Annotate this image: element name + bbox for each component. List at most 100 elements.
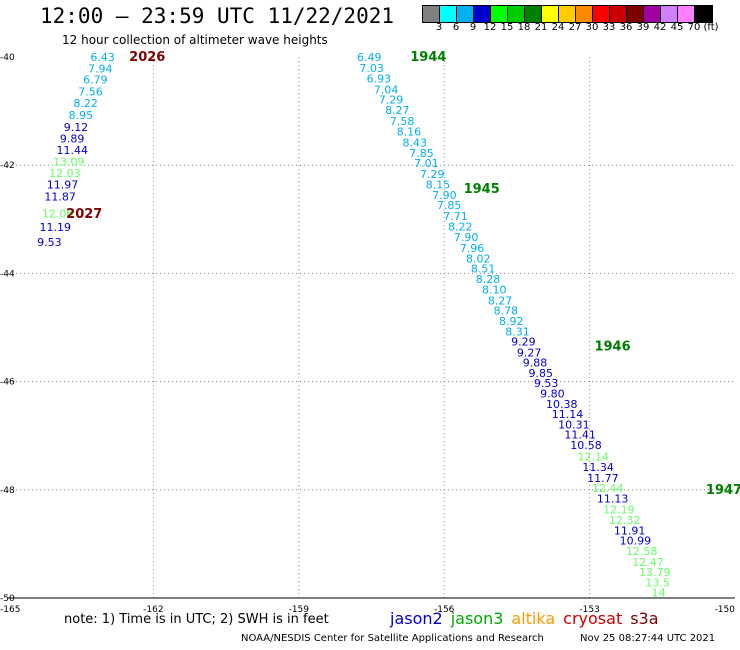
legend-label: 3 xyxy=(435,22,443,33)
legend-label: 70 xyxy=(687,22,701,33)
legend-swatch xyxy=(525,6,542,22)
satellite-legend-item: altika xyxy=(511,609,556,628)
legend-label: 36 xyxy=(619,22,633,33)
wave-height-value: 10.58 xyxy=(570,439,602,452)
wave-height-value: 8.27 xyxy=(385,104,410,117)
wave-height-value: 8.43 xyxy=(403,136,428,149)
time-label: 2026 xyxy=(129,50,165,65)
legend-swatch xyxy=(423,6,440,22)
wave-height-value: 9.27 xyxy=(517,346,542,359)
wave-height-value: 9.29 xyxy=(511,336,535,349)
legend-label: 18 xyxy=(517,22,531,33)
wave-height-value: 10.99 xyxy=(620,535,652,548)
wave-height-value: 9.53 xyxy=(534,377,559,390)
legend-swatch xyxy=(576,6,593,22)
wave-height-value: 11.87 xyxy=(44,191,76,204)
x-tick-label: -150 xyxy=(715,605,736,615)
legend-swatch xyxy=(440,6,457,22)
wave-height-value: 8.22 xyxy=(73,97,98,110)
wave-height-value: 11.13 xyxy=(597,492,629,505)
wave-height-value: 8.16 xyxy=(397,126,422,139)
wave-height-value: 13.5 xyxy=(645,576,670,589)
legend-label: 6 xyxy=(452,22,460,33)
legend-swatch xyxy=(661,6,678,22)
legend-label: (ft) xyxy=(703,22,719,33)
wave-height-value: 8.28 xyxy=(476,273,501,286)
wave-height-value: 9.88 xyxy=(523,357,548,370)
legend-label: 39 xyxy=(636,22,650,33)
wave-height-value: 7.94 xyxy=(88,62,113,75)
legend-label: 15 xyxy=(500,22,514,33)
wave-height-value: 6.79 xyxy=(83,74,108,87)
wave-height-value: 7.03 xyxy=(359,62,384,75)
wave-height-value: 9.53 xyxy=(37,236,62,249)
legend-swatch xyxy=(644,6,661,22)
time-label: 1946 xyxy=(594,339,630,354)
wave-height-value: 6.93 xyxy=(367,73,392,86)
time-label: 1945 xyxy=(464,182,500,197)
wave-height-value: 11.44 xyxy=(56,144,88,157)
wave-height-value: 11.97 xyxy=(47,179,78,192)
wave-height-value: 13.79 xyxy=(639,566,671,579)
legend-label: 45 xyxy=(670,22,684,33)
wave-height-value: 7.04 xyxy=(374,83,399,96)
wave-height-value: 11.34 xyxy=(582,461,614,474)
y-tick-label: -48 xyxy=(0,486,15,496)
y-tick-label: -46 xyxy=(0,378,15,388)
wave-height-value: 9.80 xyxy=(540,388,565,401)
wave-height-value: 12.47 xyxy=(632,556,664,569)
x-tick-label: -153 xyxy=(579,605,599,615)
legend-label: 42 xyxy=(653,22,667,33)
wave-height-value: 14 xyxy=(652,587,666,600)
wave-height-value: 8.15 xyxy=(426,179,451,192)
footer-credit: NOAA/NESDIS Center for Satellite Applica… xyxy=(241,633,544,644)
wave-height-value: 12.58 xyxy=(626,545,658,558)
y-tick-label: -50 xyxy=(0,594,15,604)
legend-label: 24 xyxy=(551,22,565,33)
legend-label: 30 xyxy=(585,22,599,33)
wave-height-value: 8.22 xyxy=(448,220,473,233)
wave-height-value: 11.19 xyxy=(40,221,72,234)
page-subtitle: 12 hour collection of altimeter wave hei… xyxy=(62,33,328,47)
x-tick-label: -159 xyxy=(289,605,310,615)
x-tick-label: -165 xyxy=(0,605,20,615)
page-title: 12:00 – 23:59 UTC 11/22/2021 xyxy=(40,4,395,28)
color-legend-bar xyxy=(422,5,713,23)
satellite-legend-item: jason3 xyxy=(450,609,504,628)
wave-height-value: 12.32 xyxy=(609,514,641,527)
y-tick-label: -40 xyxy=(0,53,15,63)
wave-height-value: 7.56 xyxy=(78,86,103,99)
wave-height-value: 7.01 xyxy=(414,157,439,170)
wave-height-value: 7.58 xyxy=(390,115,415,128)
time-label: 1944 xyxy=(410,50,446,65)
time-label: 2027 xyxy=(66,207,102,222)
wave-height-value: 12.44 xyxy=(592,482,624,495)
wave-height-value: 7.29 xyxy=(379,94,404,107)
satellite-legend-item: cryosat xyxy=(563,609,623,628)
legend-swatch xyxy=(627,6,644,22)
wave-height-value: 11.14 xyxy=(552,408,584,421)
wave-height-value: 7.85 xyxy=(437,199,462,212)
wave-height-value: 7.85 xyxy=(409,147,434,160)
legend-swatch xyxy=(695,6,712,22)
legend-swatch xyxy=(559,6,576,22)
wave-height-value: 6.49 xyxy=(357,51,382,64)
wave-height-value: 6.43 xyxy=(90,51,115,64)
legend-swatch xyxy=(508,6,525,22)
wave-height-value: 11.41 xyxy=(564,429,596,442)
legend-label: 12 xyxy=(483,22,497,33)
y-tick-label: -44 xyxy=(0,269,15,279)
legend-swatch xyxy=(678,6,695,22)
legend-label: 9 xyxy=(469,22,477,33)
wave-height-value: 13.09 xyxy=(53,155,85,168)
legend-label: 27 xyxy=(568,22,582,33)
satellite-legend-item: s3a xyxy=(630,609,659,628)
wave-height-value: 9.85 xyxy=(529,367,554,380)
legend-swatch xyxy=(457,6,474,22)
note-text: note: 1) Time is in UTC; 2) SWH is in fe… xyxy=(64,612,329,627)
wave-height-value: 8.02 xyxy=(466,252,491,265)
legend-swatch xyxy=(593,6,610,22)
legend-swatch xyxy=(474,6,491,22)
x-tick-label: -162 xyxy=(143,605,163,615)
wave-height-value: 8.51 xyxy=(471,263,496,276)
